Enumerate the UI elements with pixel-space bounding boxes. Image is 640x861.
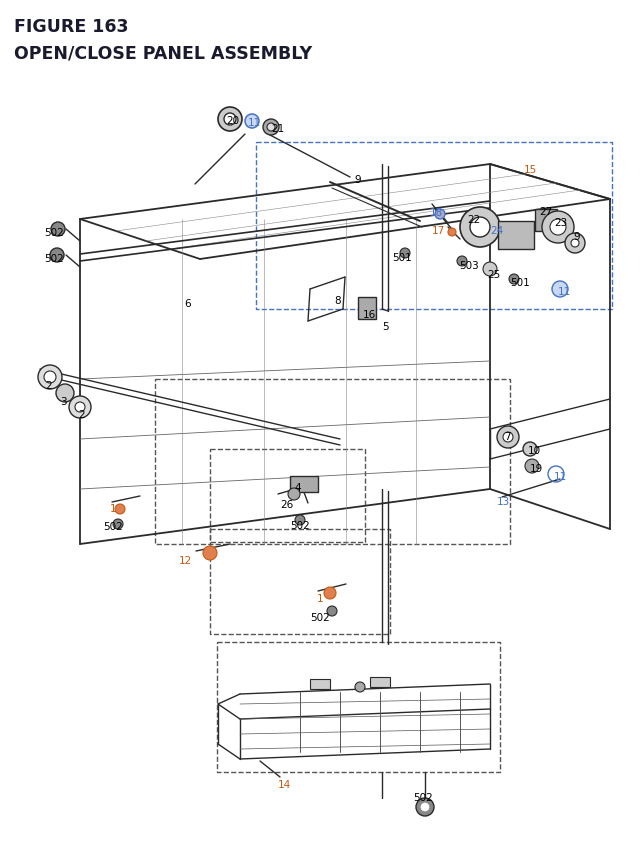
- Circle shape: [497, 426, 519, 449]
- Text: 27: 27: [539, 207, 552, 217]
- Circle shape: [51, 223, 65, 237]
- Circle shape: [483, 263, 497, 276]
- Circle shape: [503, 432, 513, 443]
- Text: 25: 25: [487, 269, 500, 280]
- Text: 18: 18: [430, 208, 444, 218]
- Text: 502: 502: [413, 792, 433, 802]
- Text: 9: 9: [354, 175, 360, 185]
- Circle shape: [245, 115, 259, 129]
- Circle shape: [327, 606, 337, 616]
- Text: 15: 15: [524, 164, 537, 175]
- Text: 1: 1: [317, 593, 324, 604]
- Text: 11: 11: [554, 472, 567, 481]
- Circle shape: [288, 488, 300, 500]
- Text: 503: 503: [459, 261, 479, 270]
- Circle shape: [416, 798, 434, 816]
- Circle shape: [421, 803, 429, 811]
- Circle shape: [224, 114, 236, 126]
- Text: 502: 502: [44, 254, 64, 263]
- Text: 502: 502: [310, 612, 330, 623]
- Text: 9: 9: [573, 232, 580, 242]
- Circle shape: [267, 124, 275, 132]
- Bar: [310, 679, 330, 689]
- Text: 7: 7: [504, 431, 511, 442]
- Text: 4: 4: [294, 482, 301, 492]
- Circle shape: [56, 385, 74, 403]
- Circle shape: [550, 220, 566, 236]
- Text: 3: 3: [60, 397, 67, 406]
- Text: 20: 20: [226, 116, 239, 126]
- Circle shape: [263, 120, 279, 136]
- Text: 11: 11: [248, 118, 261, 127]
- Text: 14: 14: [278, 779, 291, 789]
- Text: 23: 23: [554, 218, 567, 228]
- Text: 5: 5: [382, 322, 388, 331]
- Circle shape: [295, 516, 305, 525]
- Text: 501: 501: [392, 253, 412, 263]
- Circle shape: [457, 257, 467, 267]
- Text: 502: 502: [44, 228, 64, 238]
- Circle shape: [324, 587, 336, 599]
- Circle shape: [448, 229, 456, 237]
- Text: 2: 2: [45, 381, 52, 391]
- Text: 21: 21: [271, 124, 284, 133]
- Circle shape: [38, 366, 62, 389]
- Text: 8: 8: [334, 295, 340, 306]
- Text: FIGURE 163: FIGURE 163: [14, 18, 129, 36]
- Text: 22: 22: [467, 214, 480, 225]
- Circle shape: [435, 210, 445, 220]
- Text: 502: 502: [290, 520, 310, 530]
- Circle shape: [75, 403, 85, 412]
- Text: 10: 10: [528, 445, 541, 455]
- Text: 6: 6: [184, 299, 191, 308]
- Text: 2: 2: [78, 410, 84, 419]
- Text: 11: 11: [558, 287, 572, 297]
- Circle shape: [525, 460, 539, 474]
- Text: 13: 13: [497, 497, 510, 506]
- Text: 26: 26: [280, 499, 293, 510]
- Circle shape: [113, 519, 123, 530]
- Text: 501: 501: [510, 278, 530, 288]
- Bar: [498, 222, 534, 250]
- Circle shape: [355, 682, 365, 692]
- Circle shape: [552, 282, 568, 298]
- Circle shape: [571, 239, 579, 248]
- Circle shape: [470, 218, 490, 238]
- Circle shape: [523, 443, 537, 456]
- Circle shape: [218, 108, 242, 132]
- Circle shape: [115, 505, 125, 514]
- Circle shape: [400, 249, 410, 258]
- Circle shape: [69, 397, 91, 418]
- Text: 24: 24: [490, 226, 503, 236]
- Bar: [358, 298, 376, 319]
- Circle shape: [565, 233, 585, 254]
- Text: 1: 1: [110, 504, 116, 513]
- Bar: [370, 678, 390, 687]
- Text: OPEN/CLOSE PANEL ASSEMBLY: OPEN/CLOSE PANEL ASSEMBLY: [14, 44, 312, 62]
- Circle shape: [203, 547, 217, 561]
- Text: 12: 12: [179, 555, 192, 566]
- Text: 16: 16: [363, 310, 376, 319]
- Circle shape: [509, 275, 519, 285]
- Bar: [290, 476, 318, 492]
- Bar: [535, 210, 557, 232]
- Text: 19: 19: [530, 463, 543, 474]
- Circle shape: [460, 208, 500, 248]
- Circle shape: [50, 249, 64, 263]
- Text: 17: 17: [432, 226, 445, 236]
- Text: 502: 502: [103, 522, 123, 531]
- Circle shape: [542, 212, 574, 244]
- Circle shape: [44, 372, 56, 383]
